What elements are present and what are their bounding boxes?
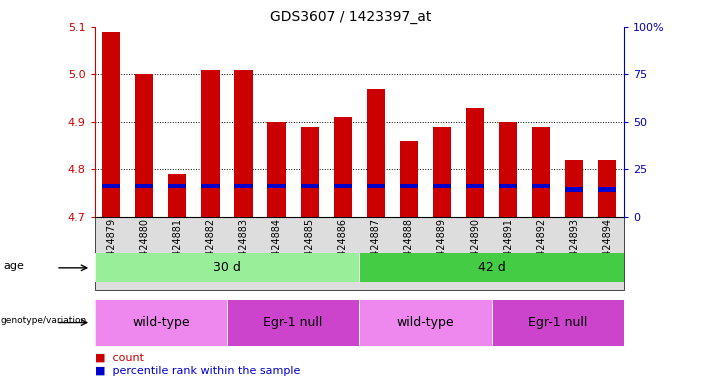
- Bar: [367, 89, 385, 217]
- Bar: [499, 184, 517, 189]
- Bar: [400, 141, 418, 217]
- Bar: [168, 184, 186, 189]
- Bar: [268, 184, 286, 189]
- Bar: [491, 300, 624, 346]
- Text: GDS3607 / 1423397_at: GDS3607 / 1423397_at: [270, 10, 431, 23]
- Bar: [466, 184, 484, 189]
- Bar: [359, 253, 624, 282]
- Text: genotype/variation: genotype/variation: [1, 316, 87, 325]
- Bar: [400, 184, 418, 189]
- Bar: [532, 127, 550, 217]
- Bar: [95, 300, 227, 346]
- Bar: [466, 108, 484, 217]
- Bar: [598, 160, 616, 217]
- Text: wild-type: wild-type: [132, 316, 189, 329]
- Text: Egr-1 null: Egr-1 null: [264, 316, 322, 329]
- Bar: [301, 127, 319, 217]
- Bar: [102, 31, 121, 217]
- Bar: [135, 184, 154, 189]
- Bar: [268, 122, 286, 217]
- Bar: [433, 184, 451, 189]
- Text: Egr-1 null: Egr-1 null: [528, 316, 587, 329]
- Bar: [234, 184, 252, 189]
- Bar: [532, 184, 550, 189]
- Text: age: age: [4, 261, 25, 271]
- Text: ■  percentile rank within the sample: ■ percentile rank within the sample: [95, 366, 300, 376]
- Text: ■  count: ■ count: [95, 353, 144, 363]
- Bar: [565, 160, 583, 217]
- Bar: [334, 184, 352, 189]
- Text: 30 d: 30 d: [213, 262, 241, 274]
- Text: wild-type: wild-type: [397, 316, 454, 329]
- Bar: [433, 127, 451, 217]
- Bar: [234, 70, 252, 217]
- Bar: [95, 253, 359, 282]
- Bar: [598, 187, 616, 192]
- Bar: [334, 117, 352, 217]
- Bar: [565, 187, 583, 192]
- Text: 42 d: 42 d: [477, 262, 505, 274]
- Bar: [201, 184, 219, 189]
- Bar: [367, 184, 385, 189]
- Bar: [359, 300, 491, 346]
- Bar: [227, 300, 360, 346]
- Bar: [201, 70, 219, 217]
- Bar: [135, 74, 154, 217]
- Bar: [168, 174, 186, 217]
- Bar: [499, 122, 517, 217]
- Bar: [102, 184, 121, 189]
- Bar: [301, 184, 319, 189]
